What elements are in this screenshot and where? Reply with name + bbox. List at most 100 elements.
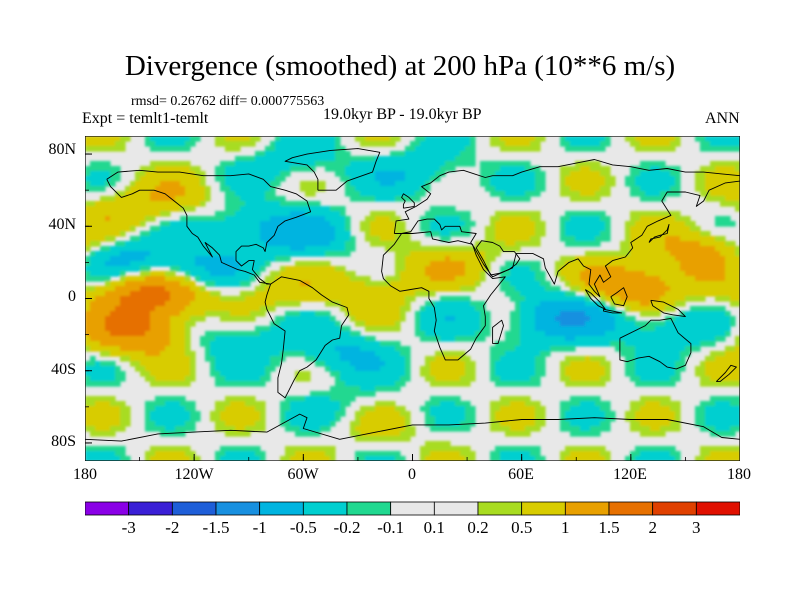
contour-cell: [480, 171, 486, 177]
contour-cell: [345, 381, 351, 387]
contour-cell: [700, 311, 706, 317]
contour-cell: [530, 306, 536, 312]
contour-cell: [335, 341, 341, 347]
contour-cell: [310, 296, 316, 302]
contour-cell: [190, 281, 196, 287]
contour-cell: [270, 146, 276, 152]
contour-cell: [470, 141, 476, 147]
contour-cell: [320, 206, 326, 212]
contour-cell: [410, 176, 416, 182]
contour-cell: [675, 296, 681, 302]
contour-cell: [440, 151, 446, 157]
contour-cell: [155, 141, 161, 147]
contour-cell: [250, 191, 256, 197]
contour-cell: [520, 381, 526, 387]
contour-cell: [545, 316, 551, 322]
contour-cell: [90, 291, 96, 297]
contour-cell: [145, 166, 151, 172]
contour-cell: [285, 331, 291, 337]
contour-cell: [560, 236, 566, 242]
contour-cell: [125, 251, 131, 257]
contour-cell: [420, 136, 426, 142]
contour-cell: [725, 326, 731, 332]
contour-cell: [405, 256, 411, 262]
contour-cell: [370, 341, 376, 347]
contour-cell: [540, 361, 546, 367]
contour-cell: [305, 181, 311, 187]
contour-cell: [570, 276, 576, 282]
contour-cell: [200, 341, 206, 347]
contour-cell: [395, 276, 401, 282]
contour-cell: [320, 336, 326, 342]
contour-cell: [250, 371, 256, 377]
contour-cell: [340, 351, 346, 357]
contour-cell: [255, 191, 261, 197]
contour-cell: [535, 221, 541, 227]
contour-cell: [165, 311, 171, 317]
contour-cell: [90, 396, 96, 402]
contour-cell: [300, 346, 306, 352]
contour-cell: [270, 141, 276, 147]
contour-cell: [270, 296, 276, 302]
contour-cell: [295, 351, 301, 357]
contour-cell: [595, 141, 601, 147]
contour-cell: [525, 296, 531, 302]
contour-cell: [630, 296, 636, 302]
contour-cell: [330, 296, 336, 302]
contour-cell: [625, 361, 631, 367]
contour-cell: [425, 316, 431, 322]
contour-cell: [195, 271, 201, 277]
contour-cell: [360, 381, 366, 387]
contour-cell: [730, 171, 736, 177]
contour-cell: [735, 161, 740, 167]
contour-cell: [110, 196, 116, 202]
contour-cell: [530, 346, 536, 352]
contour-cell: [460, 281, 466, 287]
contour-cell: [635, 191, 641, 197]
contour-cell: [665, 381, 671, 387]
contour-cell: [675, 216, 681, 222]
contour-cell: [575, 336, 581, 342]
contour-cell: [575, 361, 581, 367]
contour-cell: [165, 336, 171, 342]
contour-cell: [390, 321, 396, 327]
contour-cell: [610, 276, 616, 282]
contour-cell: [645, 256, 651, 262]
contour-cell: [625, 256, 631, 262]
contour-cell: [300, 261, 306, 267]
contour-cell: [470, 146, 476, 152]
contour-cell: [100, 266, 106, 272]
contour-cell: [170, 286, 176, 292]
contour-cell: [260, 356, 266, 362]
contour-cell: [585, 226, 591, 232]
contour-cell: [115, 176, 121, 182]
contour-cell: [390, 226, 396, 232]
contour-cell: [450, 256, 456, 262]
contour-cell: [705, 171, 711, 177]
contour-cell: [655, 146, 661, 152]
contour-cell: [160, 196, 166, 202]
contour-cell: [570, 296, 576, 302]
contour-cell: [555, 331, 561, 337]
contour-cell: [395, 376, 401, 382]
contour-cell: [390, 361, 396, 367]
contour-cell: [540, 281, 546, 287]
contour-cell: [120, 341, 126, 347]
contour-cell: [525, 346, 531, 352]
contour-cell: [495, 346, 501, 352]
contour-cell: [125, 306, 131, 312]
contour-cell: [455, 231, 461, 237]
contour-cell: [370, 361, 376, 367]
contour-cell: [215, 341, 221, 347]
contour-cell: [560, 316, 566, 322]
contour-cell: [425, 176, 431, 182]
contour-cell: [270, 251, 276, 257]
contour-cell: [215, 246, 221, 252]
contour-cell: [375, 296, 381, 302]
contour-cell: [90, 316, 96, 322]
contour-cell: [415, 161, 421, 167]
contour-cell: [335, 346, 341, 352]
contour-cell: [435, 206, 441, 212]
contour-cell: [125, 246, 131, 252]
contour-cell: [405, 351, 411, 357]
